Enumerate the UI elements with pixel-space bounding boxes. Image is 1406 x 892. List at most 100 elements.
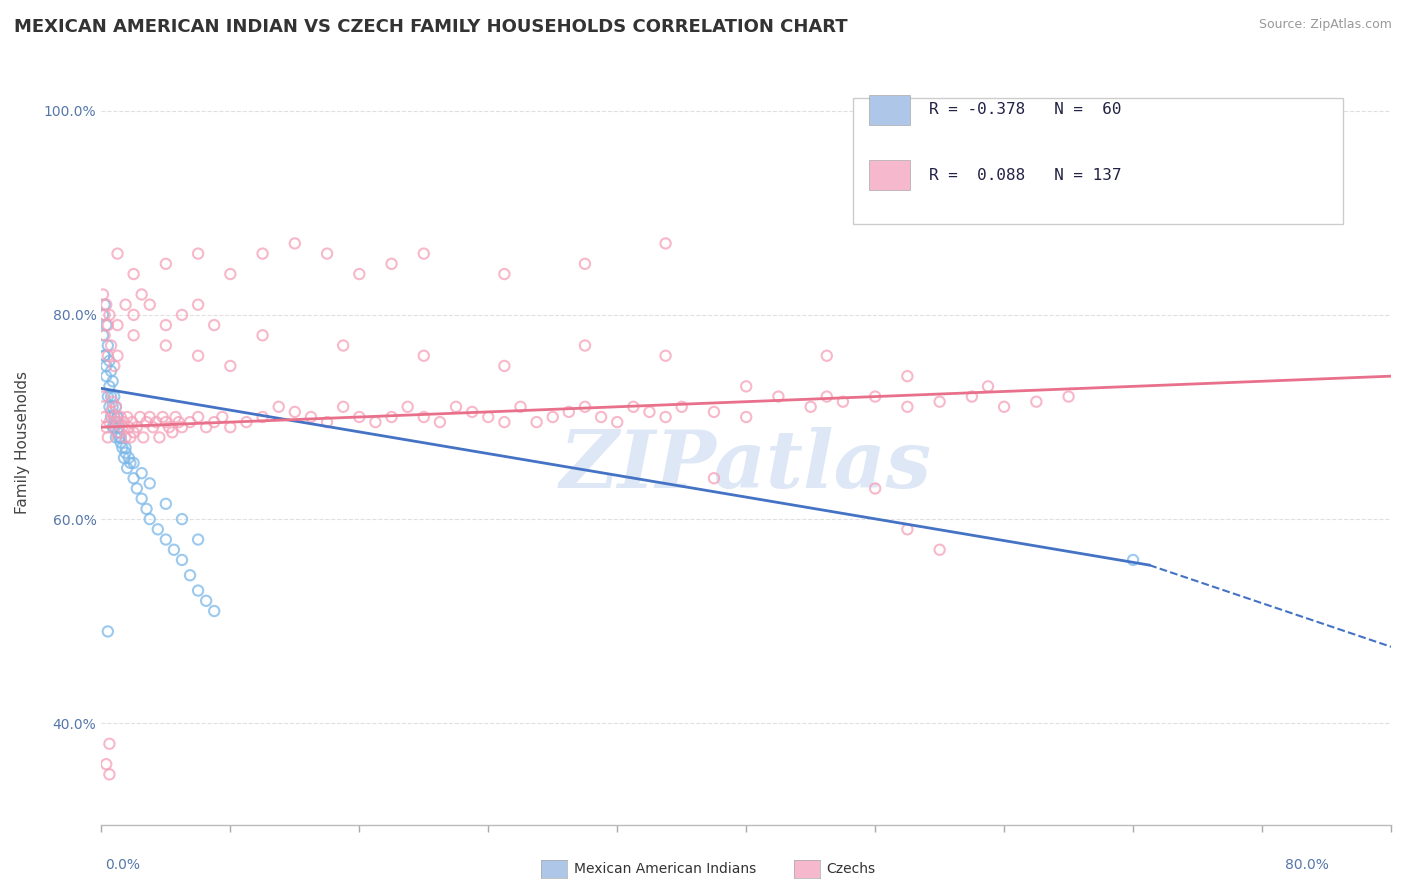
- Point: [509, 400, 531, 414]
- Point: [444, 400, 467, 414]
- Point: [165, 409, 187, 424]
- Point: [800, 400, 823, 414]
- Point: [100, 338, 122, 352]
- Point: [832, 394, 855, 409]
- Point: [170, 512, 193, 526]
- Point: [110, 430, 132, 444]
- Point: [107, 349, 129, 363]
- Point: [97, 318, 120, 332]
- Point: [412, 409, 434, 424]
- Point: [122, 456, 145, 470]
- Point: [104, 415, 127, 429]
- Point: [93, 349, 115, 363]
- Point: [187, 298, 209, 312]
- Point: [93, 328, 115, 343]
- Point: [103, 409, 125, 424]
- Point: [167, 415, 190, 429]
- Point: [97, 390, 120, 404]
- Point: [526, 415, 548, 429]
- Point: [129, 409, 152, 424]
- Point: [101, 400, 124, 414]
- Point: [120, 456, 142, 470]
- Point: [96, 369, 118, 384]
- Point: [654, 236, 676, 251]
- Point: [187, 409, 209, 424]
- Point: [202, 415, 225, 429]
- Point: [429, 415, 451, 429]
- Point: [993, 400, 1015, 414]
- Point: [1057, 390, 1080, 404]
- Point: [108, 430, 131, 444]
- Point: [155, 257, 177, 271]
- Point: [98, 400, 121, 414]
- Text: MEXICAN AMERICAN INDIAN VS CZECH FAMILY HOUSEHOLDS CORRELATION CHART: MEXICAN AMERICAN INDIAN VS CZECH FAMILY …: [14, 18, 848, 36]
- Point: [654, 349, 676, 363]
- Point: [91, 390, 114, 404]
- Point: [703, 471, 725, 485]
- Point: [316, 246, 339, 260]
- Point: [100, 364, 122, 378]
- Point: [928, 394, 950, 409]
- Point: [138, 298, 160, 312]
- Point: [98, 379, 121, 393]
- Point: [960, 390, 983, 404]
- Point: [152, 409, 174, 424]
- Point: [170, 553, 193, 567]
- Point: [104, 400, 127, 414]
- Text: R = -0.378   N =  60: R = -0.378 N = 60: [929, 103, 1122, 118]
- Point: [96, 359, 118, 373]
- Point: [179, 415, 201, 429]
- Point: [110, 435, 132, 450]
- Point: [574, 257, 596, 271]
- Text: 0.0%: 0.0%: [105, 858, 141, 872]
- Point: [125, 482, 148, 496]
- Point: [219, 359, 242, 373]
- Point: [96, 318, 118, 332]
- Point: [332, 338, 354, 352]
- Point: [863, 482, 886, 496]
- Point: [98, 767, 121, 781]
- Point: [138, 512, 160, 526]
- Point: [896, 400, 918, 414]
- Point: [135, 502, 157, 516]
- Point: [112, 450, 135, 465]
- Point: [477, 409, 499, 424]
- Point: [412, 246, 434, 260]
- Point: [252, 246, 274, 260]
- Point: [107, 425, 129, 440]
- Point: [187, 349, 209, 363]
- Point: [396, 400, 419, 414]
- Point: [574, 400, 596, 414]
- Point: [98, 737, 121, 751]
- Point: [131, 491, 153, 506]
- Point: [122, 328, 145, 343]
- Point: [815, 390, 838, 404]
- Point: [267, 400, 290, 414]
- Point: [461, 405, 484, 419]
- Point: [735, 379, 758, 393]
- Point: [671, 400, 693, 414]
- Point: [96, 757, 118, 772]
- Point: [118, 420, 141, 434]
- Point: [100, 409, 122, 424]
- Point: [155, 415, 177, 429]
- Point: [93, 308, 115, 322]
- Text: 80.0%: 80.0%: [1285, 858, 1329, 872]
- Point: [1025, 394, 1047, 409]
- Point: [107, 246, 129, 260]
- Point: [115, 409, 138, 424]
- Point: [349, 267, 371, 281]
- Point: [494, 359, 516, 373]
- Point: [122, 267, 145, 281]
- Point: [107, 318, 129, 332]
- Point: [163, 542, 186, 557]
- Point: [541, 409, 564, 424]
- Point: [195, 594, 218, 608]
- Point: [316, 415, 339, 429]
- Point: [170, 308, 193, 322]
- Point: [112, 415, 135, 429]
- Point: [91, 308, 114, 322]
- Text: Source: ZipAtlas.com: Source: ZipAtlas.com: [1258, 18, 1392, 31]
- Point: [299, 409, 322, 424]
- Point: [103, 420, 125, 434]
